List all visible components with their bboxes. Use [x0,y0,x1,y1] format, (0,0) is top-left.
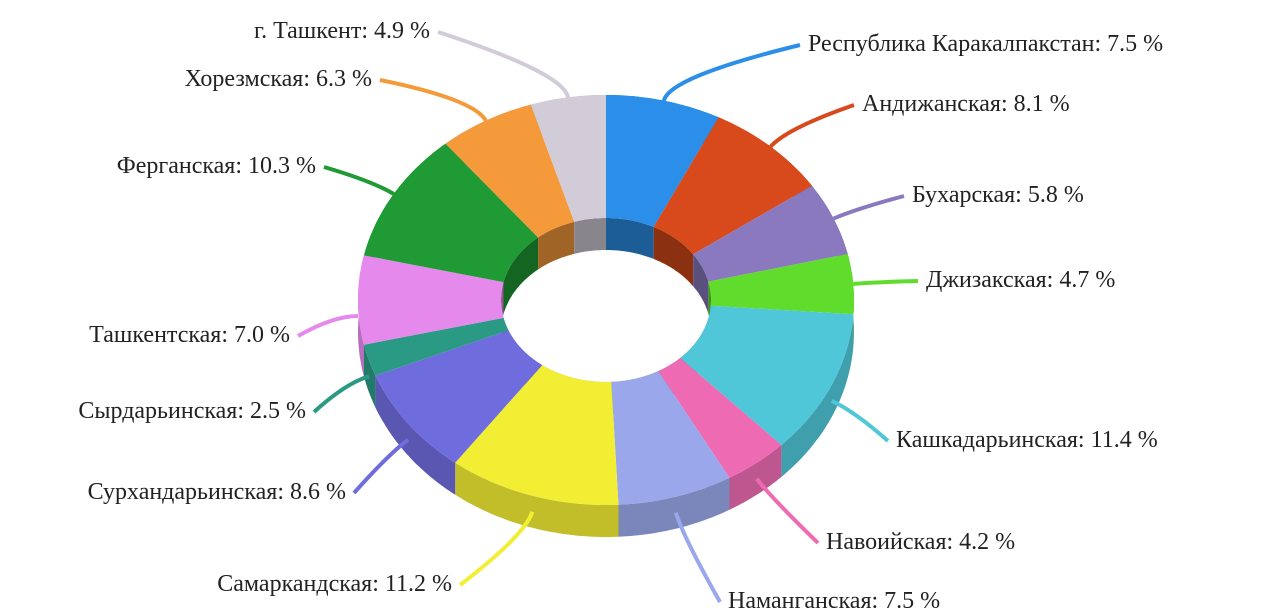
leader-line [323,165,395,196]
leader-line [312,374,370,414]
slice-label: Бухарская: 5.8 % [912,182,1084,208]
category-name: г. Ташкент: [254,18,368,44]
slice [445,104,575,238]
value-label: 8.1 % [1014,91,1070,117]
value-label: 11.4 % [1091,427,1158,453]
slice [653,117,812,255]
slice [658,358,782,478]
leader-line [379,78,488,122]
value-label: 10.3 % [248,153,316,179]
slice-label: Ферганская: 10.3 % [117,153,316,179]
slice-inner-wall [693,254,709,314]
category-name: Наманганская: [728,588,878,614]
value-label: 6.3 % [316,66,372,92]
category-name: Кашкадарьинская: [896,427,1085,453]
category-name: Республика Каракалпакстан: [808,31,1101,57]
tops [358,95,854,505]
leader-line [769,103,855,149]
slice-label: Ташкентская: 7.0 % [89,322,290,348]
slice-label: Навоийская: 4.2 % [826,529,1015,555]
slice-inner-wall [708,281,711,338]
leader-line [297,314,359,338]
slice [455,365,619,505]
value-label: 5.8 % [1028,182,1084,208]
category-name: Самаркандская: [217,571,379,597]
value-label: 8.6 % [290,479,346,505]
slice-label: г. Ташкент: 4.9 % [254,18,430,44]
value-label: 11.2 % [385,571,452,597]
leader-line [661,43,801,102]
slice-outer-wall [781,314,854,477]
slice-label: Андижанская: 8.1 % [862,91,1070,117]
category-name: Хорезмская: [185,66,310,92]
value-label: 7.5 % [884,588,940,614]
category-name: Навоийская: [826,529,953,555]
slice [708,254,854,315]
category-name: Сырдарьинская: [78,398,244,424]
slice [364,317,509,376]
slice-label: Кашкадарьинская: 11.4 % [896,427,1158,453]
slice [364,143,539,283]
slice [693,185,848,282]
category-name: Сурхандарьинская: [88,479,284,505]
slice-label: Сурхандарьинская: 8.6 % [88,479,346,505]
category-name: Андижанская: [862,91,1008,117]
leader-line [437,30,570,99]
slice-inner-wall [653,226,694,287]
slice-outer-wall [618,477,730,537]
slice-outer-wall [729,445,782,510]
slice [375,330,543,463]
leader-line [832,194,905,221]
labels: Республика Каракалпакстан: 7.5 %Андижанск… [78,18,1163,614]
slice [680,305,854,445]
value-label: 7.0 % [234,322,290,348]
slice [358,255,504,345]
leader-line [458,511,535,587]
leader-line [352,438,410,495]
slice [611,371,730,505]
value-label: 2.5 % [250,398,306,424]
slice-label: Самаркандская: 11.2 % [217,571,452,597]
slice-inner-wall [538,221,575,270]
slice [606,95,719,227]
slice-inner-wall [503,237,539,315]
value-label: 4.2 % [959,529,1015,555]
leader-line [830,399,890,443]
leader-line [853,279,919,286]
slice-label: Сырдарьинская: 2.5 % [78,398,306,424]
value-label: 4.9 % [374,18,430,44]
value-label: 4.7 % [1059,267,1115,293]
category-name: Бухарская: [912,182,1022,208]
category-name: Ферганская: [117,153,242,179]
slice-outer-wall [375,375,456,495]
value-label: 7.5 % [1107,31,1163,57]
slice-inner-wall [606,218,654,259]
slice-outer-wall [455,462,619,537]
slice-label: Хорезмская: 6.3 % [185,66,372,92]
leader-line [674,512,722,603]
leader-line [755,477,820,545]
slice [530,95,606,222]
category-name: Ташкентская: [89,322,228,348]
slice-label: Наманганская: 7.5 % [728,588,940,614]
slice-label: Республика Каракалпакстан: 7.5 % [808,31,1163,57]
category-name: Джизакская: [926,267,1053,293]
slice-outer-wall [364,344,376,408]
slice-inner-wall [574,218,606,254]
slice-label: Джизакская: 4.7 % [926,267,1115,293]
